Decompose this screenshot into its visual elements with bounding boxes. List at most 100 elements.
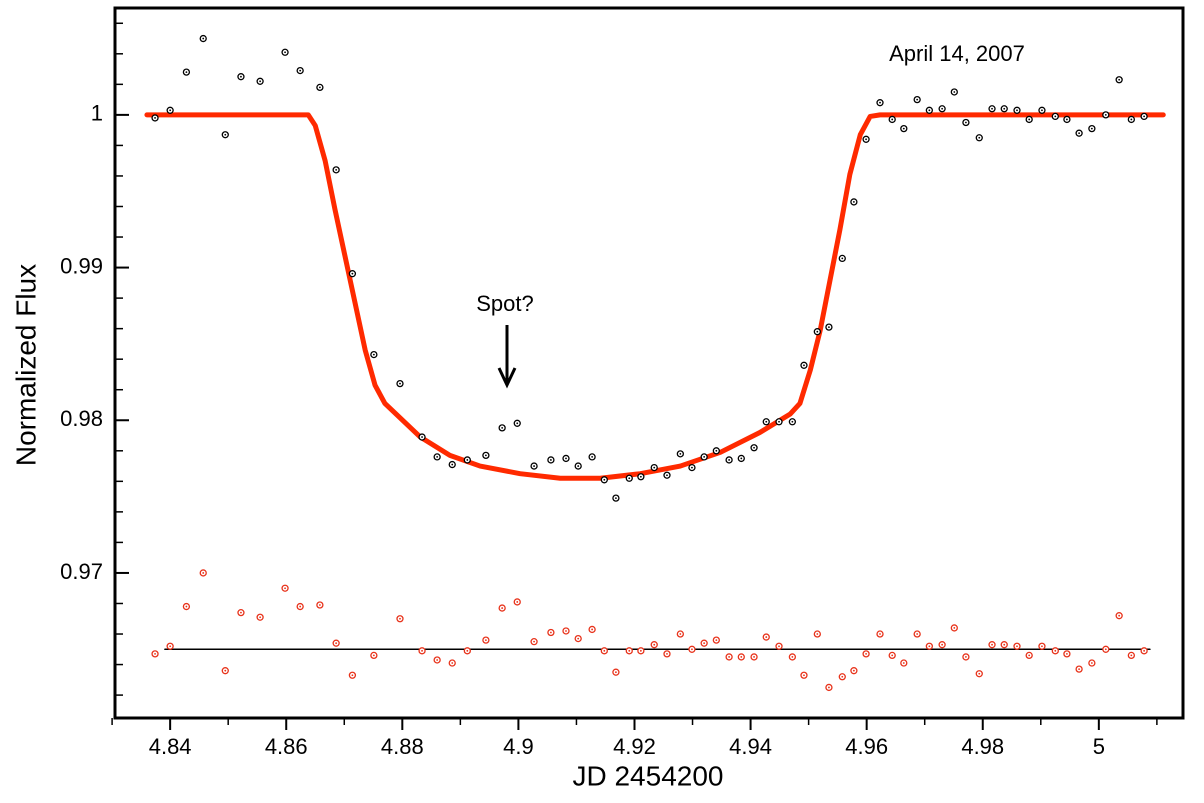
data-point-center bbox=[372, 654, 375, 657]
data-point-center bbox=[351, 674, 354, 677]
data-point-center bbox=[299, 605, 302, 608]
data-point-center bbox=[1118, 614, 1121, 617]
data-point-center bbox=[852, 201, 855, 203]
data-point-center bbox=[240, 75, 242, 78]
data-point-center bbox=[284, 587, 286, 590]
data-point-center bbox=[202, 572, 205, 574]
data-point-center bbox=[653, 643, 656, 646]
y-tick-label: 0.97 bbox=[60, 559, 103, 584]
data-point-center bbox=[591, 628, 594, 631]
data-point-center bbox=[436, 659, 439, 661]
data-point-center bbox=[421, 649, 423, 652]
data-point-center bbox=[852, 669, 855, 672]
data-point-center bbox=[803, 364, 805, 367]
data-point-center bbox=[879, 633, 881, 635]
data-point-center bbox=[778, 645, 780, 648]
data-point-center bbox=[791, 656, 794, 658]
data-point-center bbox=[466, 459, 469, 461]
data-point-center bbox=[1078, 668, 1081, 671]
date-annotation: April 14, 2007 bbox=[889, 41, 1025, 66]
data-point-center bbox=[965, 656, 967, 658]
data-point-center bbox=[991, 107, 993, 110]
x-tick-label: 4.9 bbox=[503, 734, 534, 759]
data-point-center bbox=[550, 459, 552, 461]
data-point-center bbox=[154, 117, 156, 119]
x-tick-label: 4.96 bbox=[845, 734, 888, 759]
data-point-center bbox=[516, 601, 519, 603]
data-point-center bbox=[1028, 654, 1031, 657]
x-tick-label: 4.94 bbox=[729, 734, 772, 759]
data-point-center bbox=[666, 474, 668, 477]
data-point-center bbox=[1118, 78, 1121, 81]
data-point-center bbox=[1090, 662, 1093, 664]
data-point-center bbox=[753, 446, 755, 449]
y-tick-label: 0.98 bbox=[60, 406, 103, 431]
data-point-center bbox=[1090, 127, 1093, 130]
data-point-center bbox=[740, 656, 743, 658]
data-point-center bbox=[639, 475, 642, 478]
data-point-center bbox=[715, 639, 718, 642]
data-point-center bbox=[1041, 645, 1043, 648]
data-point-center bbox=[1054, 649, 1057, 652]
data-point-center bbox=[953, 91, 956, 93]
x-axis-label: JD 2454200 bbox=[572, 760, 723, 791]
data-point-center bbox=[1143, 649, 1146, 652]
data-point-center bbox=[891, 118, 894, 121]
data-point-center bbox=[628, 649, 631, 652]
data-point-center bbox=[224, 133, 227, 136]
data-point-center bbox=[703, 642, 706, 645]
data-point-center bbox=[591, 456, 594, 458]
data-point-center bbox=[703, 456, 706, 458]
data-point-center bbox=[928, 645, 931, 648]
x-tick-label: 4.84 bbox=[149, 734, 192, 759]
data-point-center bbox=[516, 422, 519, 425]
data-point-center bbox=[691, 648, 693, 651]
data-point-center bbox=[318, 86, 321, 89]
data-point-center bbox=[451, 463, 454, 466]
x-tick-label: 4.86 bbox=[265, 734, 308, 759]
data-point-center bbox=[679, 452, 682, 455]
data-point-center bbox=[653, 466, 656, 469]
data-point-center bbox=[941, 643, 944, 646]
data-point-center bbox=[240, 611, 242, 614]
data-point-center bbox=[891, 654, 894, 657]
data-point-center bbox=[202, 37, 205, 40]
data-point-center bbox=[533, 640, 535, 643]
data-point-center bbox=[765, 636, 768, 638]
data-point-center bbox=[803, 674, 805, 677]
data-point-center bbox=[816, 330, 819, 333]
data-point-center bbox=[1143, 115, 1146, 118]
data-point-center bbox=[436, 456, 439, 458]
data-point-center bbox=[765, 420, 768, 423]
data-point-center bbox=[399, 617, 401, 620]
data-point-center bbox=[501, 426, 504, 429]
data-point-center bbox=[1016, 645, 1018, 648]
data-point-center bbox=[577, 637, 580, 640]
data-point-center bbox=[1078, 132, 1081, 135]
data-point-center bbox=[421, 436, 423, 438]
data-point-center bbox=[1041, 109, 1043, 112]
data-point-center bbox=[1003, 643, 1006, 646]
data-point-center bbox=[335, 168, 338, 171]
plot-frame bbox=[113, 6, 1185, 720]
x-tick-label: 5 bbox=[1093, 734, 1105, 759]
data-point-center bbox=[828, 686, 830, 689]
data-point-center bbox=[841, 675, 844, 678]
data-point-center bbox=[565, 630, 567, 632]
data-point-center bbox=[753, 656, 755, 658]
data-point-center bbox=[841, 257, 844, 260]
data-point-center bbox=[828, 326, 830, 329]
data-point-center bbox=[666, 652, 668, 655]
data-point-center bbox=[335, 642, 338, 645]
data-point-center bbox=[816, 633, 819, 635]
data-point-center bbox=[778, 420, 780, 423]
data-point-center bbox=[1003, 107, 1006, 110]
spot-annotation: Spot? bbox=[476, 291, 534, 316]
data-point-center bbox=[639, 649, 642, 652]
data-point-center bbox=[1016, 109, 1018, 112]
data-point-center bbox=[351, 272, 354, 275]
data-point-center bbox=[185, 605, 188, 608]
y-tick-label: 1 bbox=[91, 101, 103, 126]
data-point-center bbox=[615, 497, 617, 500]
model-line bbox=[144, 112, 1166, 481]
